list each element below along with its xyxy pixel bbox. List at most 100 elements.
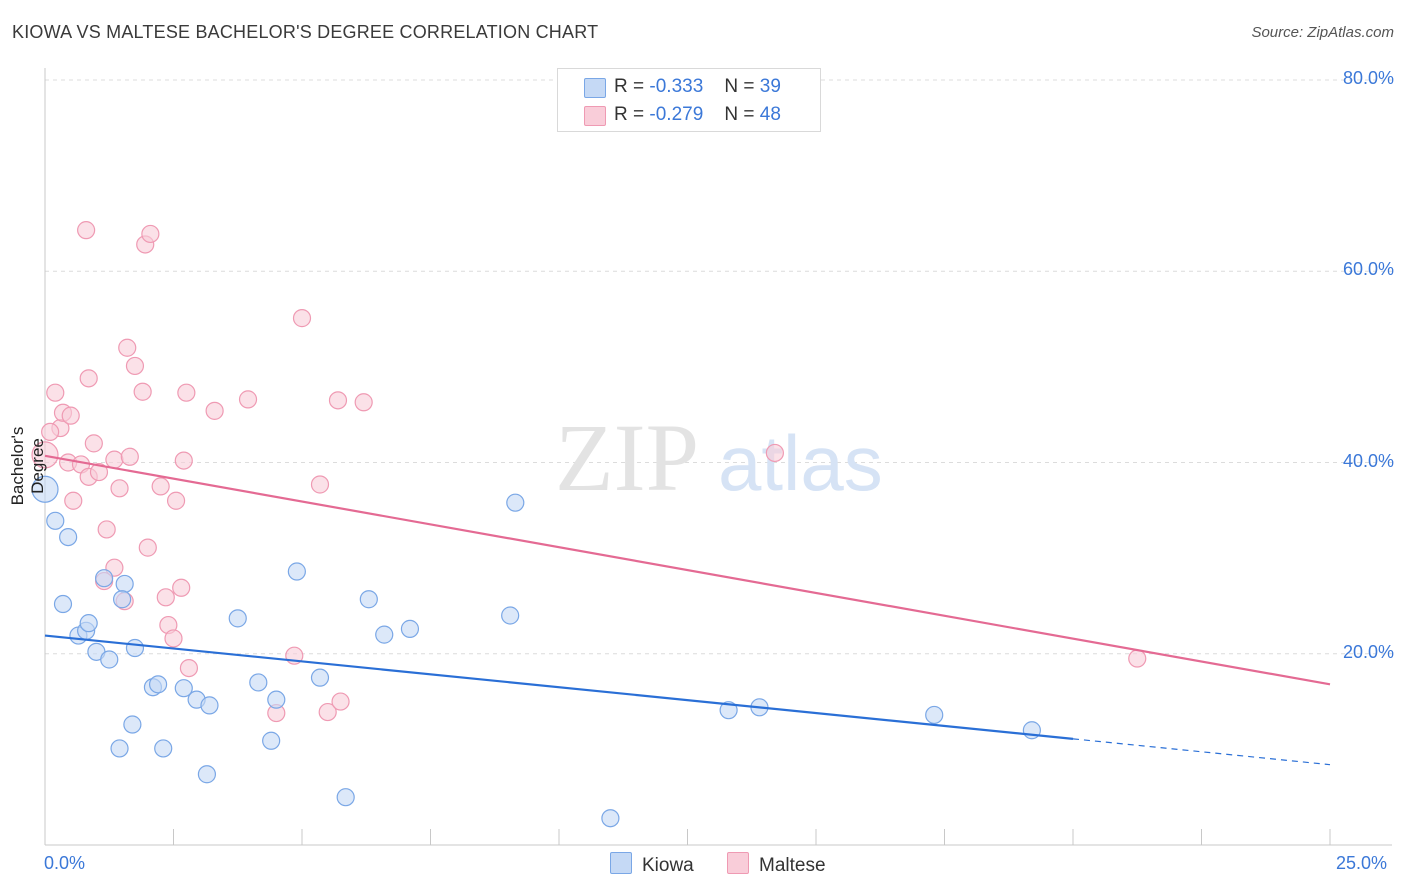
correlation-legend: R = -0.333 N = 39 R = -0.279 N = 48 [557, 68, 821, 132]
r-label: R = [614, 76, 645, 97]
kiowa-point [197, 765, 217, 784]
kiowa-point [501, 606, 520, 625]
maltese-point [354, 393, 373, 412]
kiowa-swatch [584, 78, 606, 98]
y-tick-label: 60.0% [1342, 259, 1394, 280]
maltese-point [164, 629, 183, 648]
y-axis-label: Bachelor's Degree [8, 426, 47, 506]
maltese-point [133, 382, 152, 401]
maltese-point [141, 224, 160, 244]
kiowa-point [249, 673, 268, 692]
kiowa-point [267, 690, 286, 709]
source-label: Source: ZipAtlas.com [1251, 24, 1394, 41]
maltese-point [156, 588, 175, 607]
kiowa-point [228, 609, 247, 628]
maltese-point [110, 479, 129, 498]
kiowa-point [359, 590, 378, 609]
kiowa-point [400, 619, 420, 638]
y-tick-label: 80.0% [1342, 68, 1394, 88]
kiowa-point [336, 788, 355, 807]
maltese-point [310, 475, 330, 494]
kiowa-r-value: -0.333 [649, 76, 704, 97]
maltese-point [31, 441, 59, 469]
kiowa-trend-line [44, 634, 1074, 740]
legend-item-maltese: Maltese [727, 852, 826, 877]
maltese-point [89, 462, 109, 482]
maltese-point [77, 221, 96, 240]
kiowa-point [46, 511, 65, 530]
maltese-point [64, 491, 83, 510]
kiowa-point [95, 569, 114, 588]
maltese-point [105, 450, 124, 469]
watermark-zip: ZIP [555, 404, 699, 511]
kiowa-point [100, 650, 119, 669]
trend-lines [44, 454, 1331, 766]
kiowa-point [53, 594, 73, 614]
maltese-point [179, 658, 199, 678]
kiowa-point [148, 675, 168, 694]
maltese-point [331, 692, 350, 711]
kiowa-point [506, 493, 525, 512]
maltese-point [118, 338, 137, 357]
x-tick-min: 0.0% [44, 853, 86, 873]
y-tick-label: 40.0% [1342, 450, 1394, 471]
gridlines [45, 79, 1392, 655]
kiowa-n-value: 39 [759, 76, 781, 97]
maltese-point [79, 369, 98, 388]
maltese-point [318, 702, 337, 722]
watermark: ZIP atlas [555, 404, 883, 511]
maltese-point [765, 443, 784, 463]
maltese-trend-line [44, 454, 1331, 686]
kiowa-point [287, 562, 306, 581]
maltese-point [177, 383, 196, 402]
maltese-point [172, 578, 191, 597]
kiowa-point [262, 731, 281, 750]
kiowa-point [115, 574, 134, 594]
kiowa-point [200, 696, 219, 715]
kiowa-point [125, 638, 145, 658]
maltese-point [97, 520, 116, 539]
kiowa-point [719, 701, 738, 720]
maltese-point [41, 422, 60, 441]
maltese-point [238, 390, 258, 409]
kiowa-point [110, 739, 129, 758]
r-label: R = [614, 104, 645, 125]
kiowa-trend-extension [1072, 738, 1331, 766]
kiowa-legend-label: Kiowa [642, 855, 694, 876]
kiowa-point [174, 679, 193, 698]
maltese-point [166, 491, 186, 510]
kiowa-point [925, 705, 944, 725]
maltese-n-value: 48 [759, 104, 781, 125]
kiowa-points [31, 475, 1041, 828]
n-label: N = [724, 104, 755, 125]
maltese-point [46, 383, 65, 402]
maltese-point [292, 309, 312, 328]
maltese-point [61, 406, 80, 425]
chart-title: KIOWA VS MALTESE BACHELOR'S DEGREE CORRE… [12, 22, 599, 42]
kiowa-point [310, 668, 330, 687]
maltese-point [120, 447, 139, 466]
maltese-point [138, 538, 157, 557]
kiowa-point [123, 715, 142, 734]
legend-item-kiowa: Kiowa [610, 852, 694, 877]
kiowa-point [112, 590, 132, 609]
kiowa-legend-swatch [610, 852, 632, 874]
maltese-point [174, 451, 193, 470]
maltese-r-value: -0.279 [649, 104, 704, 125]
n-label: N = [724, 76, 755, 97]
maltese-swatch [584, 106, 606, 126]
kiowa-point [154, 739, 173, 758]
maltese-point [125, 356, 145, 376]
kiowa-point [31, 475, 59, 503]
maltese-point [151, 477, 170, 496]
watermark-atlas: atlas [718, 419, 883, 507]
maltese-point [328, 391, 348, 410]
kiowa-point [601, 809, 620, 828]
maltese-legend-label: Maltese [759, 855, 826, 876]
x-tick-max: 25.0% [1336, 853, 1388, 873]
kiowa-point [375, 625, 394, 644]
y-tick-label: 20.0% [1342, 641, 1394, 662]
kiowa-point [59, 527, 78, 547]
maltese-point [84, 434, 103, 453]
